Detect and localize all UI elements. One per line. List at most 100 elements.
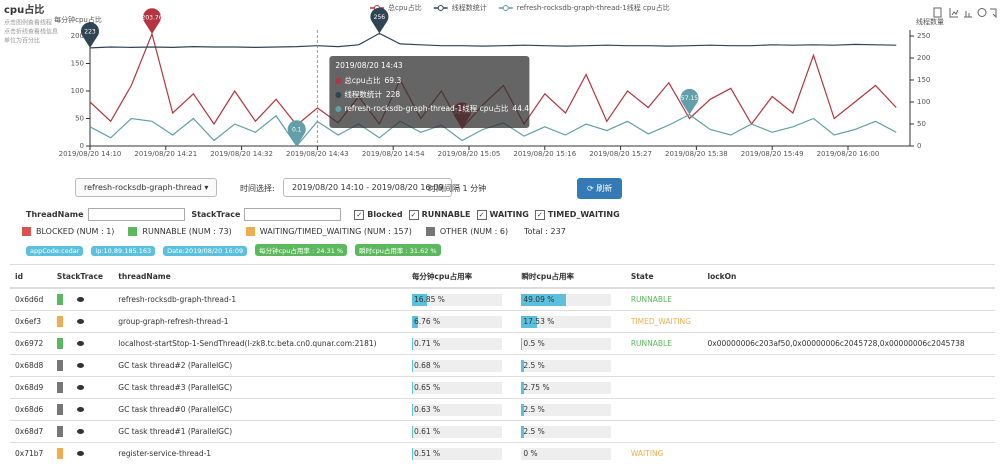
progress-label: 0.61 % xyxy=(412,426,502,438)
x-tick-label: 2019/08/20 14:54 xyxy=(362,150,425,158)
progress: 0.61 % xyxy=(412,426,502,438)
note: 单位为百分比 xyxy=(4,37,40,45)
tooltip-value: 228 xyxy=(386,90,401,99)
stack-swatch xyxy=(57,360,63,371)
minute-cpu: 16.85 % xyxy=(407,288,516,311)
note: 点击折线查看栈信息 xyxy=(4,28,58,36)
thread-id: 0x68d9 xyxy=(10,377,52,399)
badge: 瞬时cpu占用率 : 31.62 % xyxy=(355,244,441,256)
refresh-button[interactable]: ⟳ 刷新 xyxy=(577,178,622,199)
state xyxy=(626,421,703,443)
thread-id: 0x68d7 xyxy=(10,421,52,443)
column-header[interactable]: StackTrace xyxy=(52,265,113,289)
progress: 0.65 % xyxy=(412,382,502,394)
state-text: WAITING xyxy=(631,449,664,458)
toolbox[interactable] xyxy=(934,8,996,17)
x-tick-label: 2019/08/20 15:27 xyxy=(589,150,652,158)
tooltip-name: refresh-rocksdb-graph-thread-1线程 cpu占比 xyxy=(344,103,508,113)
stack-trace[interactable] xyxy=(52,311,113,333)
checks: ✓Blocked✓RUNNABLE✓WAITING✓TIMED_WAITING xyxy=(348,210,619,219)
page-title: cpu占比 xyxy=(4,3,44,16)
state xyxy=(626,355,703,377)
progress-label: 0.63 % xyxy=(412,404,502,416)
stack-swatch xyxy=(57,382,63,393)
legend-item[interactable]: refresh-rocksdb-graph-thread-1线程 cpu占比 xyxy=(499,3,670,12)
x-tick-label: 2019/08/20 15:16 xyxy=(513,150,576,158)
lock-on xyxy=(703,355,995,377)
progress-label: 6.76 % xyxy=(412,316,502,328)
column-header[interactable]: State xyxy=(626,265,703,289)
column-header[interactable]: 瞬时cpu占用率 xyxy=(516,265,625,289)
legend-item[interactable]: 线程数统计 xyxy=(434,3,487,12)
legend-label: 总cpu占比 xyxy=(388,3,422,12)
thread-name-input[interactable] xyxy=(88,208,185,221)
x-tick-label: 2019/08/20 14:21 xyxy=(134,150,197,158)
x-tick-label: 2019/08/20 15:38 xyxy=(665,150,728,158)
thread-name: GC task thread#2 (ParallelGC) xyxy=(113,355,407,377)
badge: ip:10.89.185.163 xyxy=(91,246,155,256)
refresh-text: 刷新 xyxy=(596,184,612,193)
y2-tick-label: 100 xyxy=(917,98,930,106)
stack-eye xyxy=(77,385,84,390)
checkbox[interactable]: ✓ xyxy=(354,210,364,220)
thread-select[interactable]: refresh-rocksdb-graph-thread ▾ xyxy=(75,178,217,197)
checkbox-label: TIMED_WAITING xyxy=(548,210,620,219)
stack-trace[interactable] xyxy=(52,421,113,443)
state-swatch xyxy=(246,227,255,236)
checkbox[interactable]: ✓ xyxy=(477,210,487,220)
stack-trace[interactable] xyxy=(52,355,113,377)
tooltip-title: 2019/08/20 14:43 xyxy=(335,61,402,70)
stack-trace[interactable] xyxy=(52,288,113,311)
state-label: OTHER (NUM : 6) xyxy=(440,227,508,236)
stack-eye xyxy=(77,363,84,368)
stack-trace[interactable] xyxy=(52,399,113,421)
progress: 0 % xyxy=(521,448,611,460)
progress: 2.75 % xyxy=(521,382,611,394)
stack-swatch xyxy=(57,294,63,305)
thread-id: 0x6ef3 xyxy=(10,311,52,333)
y2-tick-label: 250 xyxy=(917,32,930,40)
state-label: RUNNABLE (NUM : 73) xyxy=(142,227,231,236)
column-header[interactable]: id xyxy=(10,265,52,289)
time-range[interactable]: 2019/08/20 14:10 - 2019/08/20 16:09 xyxy=(283,178,452,197)
stack-trace-input[interactable] xyxy=(244,208,341,221)
legend-dot xyxy=(438,6,443,11)
stack-trace[interactable] xyxy=(52,377,113,399)
x-tick-label: 2019/08/20 14:32 xyxy=(210,150,273,158)
stack-eye xyxy=(77,451,84,456)
checkbox[interactable]: ✓ xyxy=(409,210,419,220)
progress: 2.5 % xyxy=(521,426,611,438)
stack-trace[interactable] xyxy=(52,443,113,464)
x-tick-label: 2019/08/20 15:49 xyxy=(741,150,804,158)
time-label: 时间选择: xyxy=(240,183,275,194)
progress-label: 0 % xyxy=(521,448,611,460)
lock-on xyxy=(703,421,995,443)
stack-trace[interactable] xyxy=(52,333,113,355)
y-axis-label: 每分钟cpu占比 xyxy=(54,15,102,24)
column-header[interactable]: threadName xyxy=(113,265,407,289)
lock-on: 0x00000006c203af50,0x00000006c2045728,0x… xyxy=(703,333,995,355)
checkbox-label: WAITING xyxy=(490,210,529,219)
thread-id: 0x71b7 xyxy=(10,443,52,464)
page: cpu占比 点击图例查看线程 点击折线查看栈信息 单位为百分比 每分钟cpu占比… xyxy=(0,0,1000,445)
progress: 49.09 % xyxy=(521,294,611,306)
y2-tick-label: 200 xyxy=(917,54,930,62)
badge: appCode:cedar xyxy=(26,246,83,256)
column-header[interactable]: lockOn xyxy=(703,265,995,289)
progress-label: 2.75 % xyxy=(521,382,611,394)
checkbox[interactable]: ✓ xyxy=(535,210,545,220)
minute-cpu: 0.71 % xyxy=(407,333,516,355)
progress-label: 0.65 % xyxy=(412,382,502,394)
state xyxy=(626,377,703,399)
lock-on-text: 0x00000006c203af50,0x00000006c2045728,0x… xyxy=(708,339,965,348)
instant-cpu: 0 % xyxy=(516,443,625,464)
badge: 每分钟cpu占用率 : 24.31 % xyxy=(255,244,347,256)
instant-cpu: 2.5 % xyxy=(516,421,625,443)
stack-swatch xyxy=(57,316,63,327)
column-header[interactable]: 每分钟cpu占用率 xyxy=(407,265,516,289)
